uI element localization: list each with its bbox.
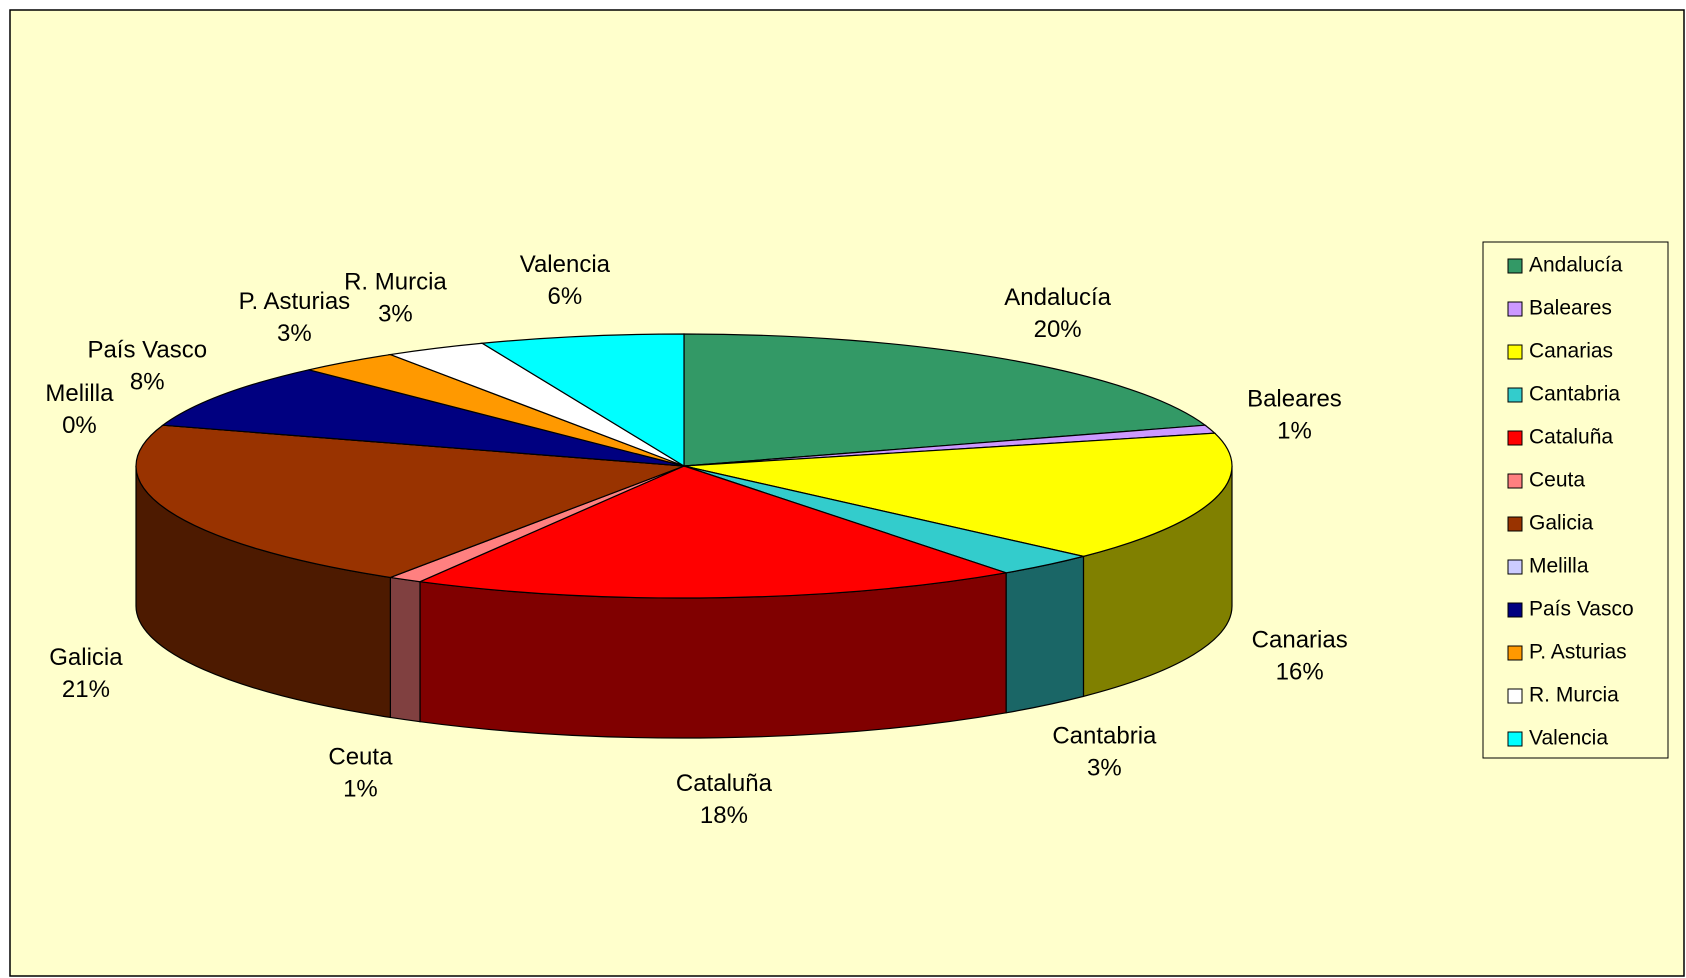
slice [480, 333, 685, 468]
slice-side [1005, 555, 1085, 714]
legend-label: Andalucía [1529, 254, 1623, 277]
data-label-value: 16% [1276, 659, 1324, 686]
legend-label: Galicia [1529, 512, 1594, 535]
legend-swatch [1507, 301, 1523, 317]
data-label-name: Canarias [1252, 627, 1348, 654]
data-labels: Andalucía 20% Baleares 1% Canarias 16% Cantabr… [45, 251, 1347, 829]
data-label-value: 3% [1087, 755, 1122, 782]
slice [683, 333, 1207, 467]
legend-swatch [1507, 258, 1523, 274]
data-label-name: Baleares [1247, 386, 1342, 413]
data-label-value: 21% [62, 676, 110, 703]
data-label-value: 3% [277, 320, 312, 347]
legend-label: P. Asturias [1529, 641, 1627, 664]
data-label-value: 3% [378, 300, 413, 327]
legend-swatch [1507, 387, 1523, 403]
legend-label: Valencia [1529, 727, 1608, 750]
data-label-name: Andalucía [1004, 284, 1111, 311]
legend: Andalucía Baleares Canarias Cantabria Catalu… [1482, 241, 1669, 759]
data-label-name: Galicia [49, 644, 123, 671]
legend-label: Baleares [1529, 297, 1612, 320]
data-label-name: Cataluña [676, 770, 773, 797]
data-label-name: Melilla [45, 380, 114, 407]
legend-label: Ceuta [1529, 469, 1585, 492]
data-label-name: P. Asturias [239, 288, 351, 315]
legend-box [1482, 241, 1669, 759]
slice-side [389, 576, 421, 723]
legend-swatch [1507, 473, 1523, 489]
legend-swatch [1507, 344, 1523, 360]
legend-label: Canarias [1529, 340, 1613, 363]
legend-label: País Vasco [1529, 598, 1634, 621]
slice [417, 465, 1007, 599]
legend-swatch [1507, 602, 1523, 618]
legend-swatch [1507, 731, 1523, 747]
data-label-name: Valencia [520, 251, 611, 278]
data-label-name: Cantabria [1052, 723, 1157, 750]
legend-swatch [1507, 516, 1523, 532]
data-label-name: Ceuta [328, 744, 393, 771]
data-label-value: 18% [700, 802, 748, 829]
data-label-value: 0% [62, 412, 97, 439]
legend-label: R. Murcia [1529, 684, 1619, 707]
slice [161, 369, 685, 467]
data-label-value: 20% [1034, 316, 1082, 343]
data-label-value: 1% [1277, 418, 1312, 445]
slice [135, 424, 685, 579]
slice [683, 432, 1233, 557]
legend-swatch [1507, 645, 1523, 661]
data-label-value: 6% [548, 283, 583, 310]
legend-label: Cantabria [1529, 383, 1620, 406]
legend-swatch [1507, 430, 1523, 446]
data-label-value: 1% [343, 776, 378, 803]
legend-label: Cataluña [1529, 426, 1613, 449]
legend-swatch [1507, 688, 1523, 704]
legend-label: Melilla [1529, 555, 1589, 578]
legend-swatch [1507, 559, 1523, 575]
data-label-name: País Vasco [87, 336, 207, 363]
data-label-value: 8% [130, 368, 165, 395]
data-label-name: R. Murcia [344, 268, 447, 295]
pie [135, 333, 1233, 739]
